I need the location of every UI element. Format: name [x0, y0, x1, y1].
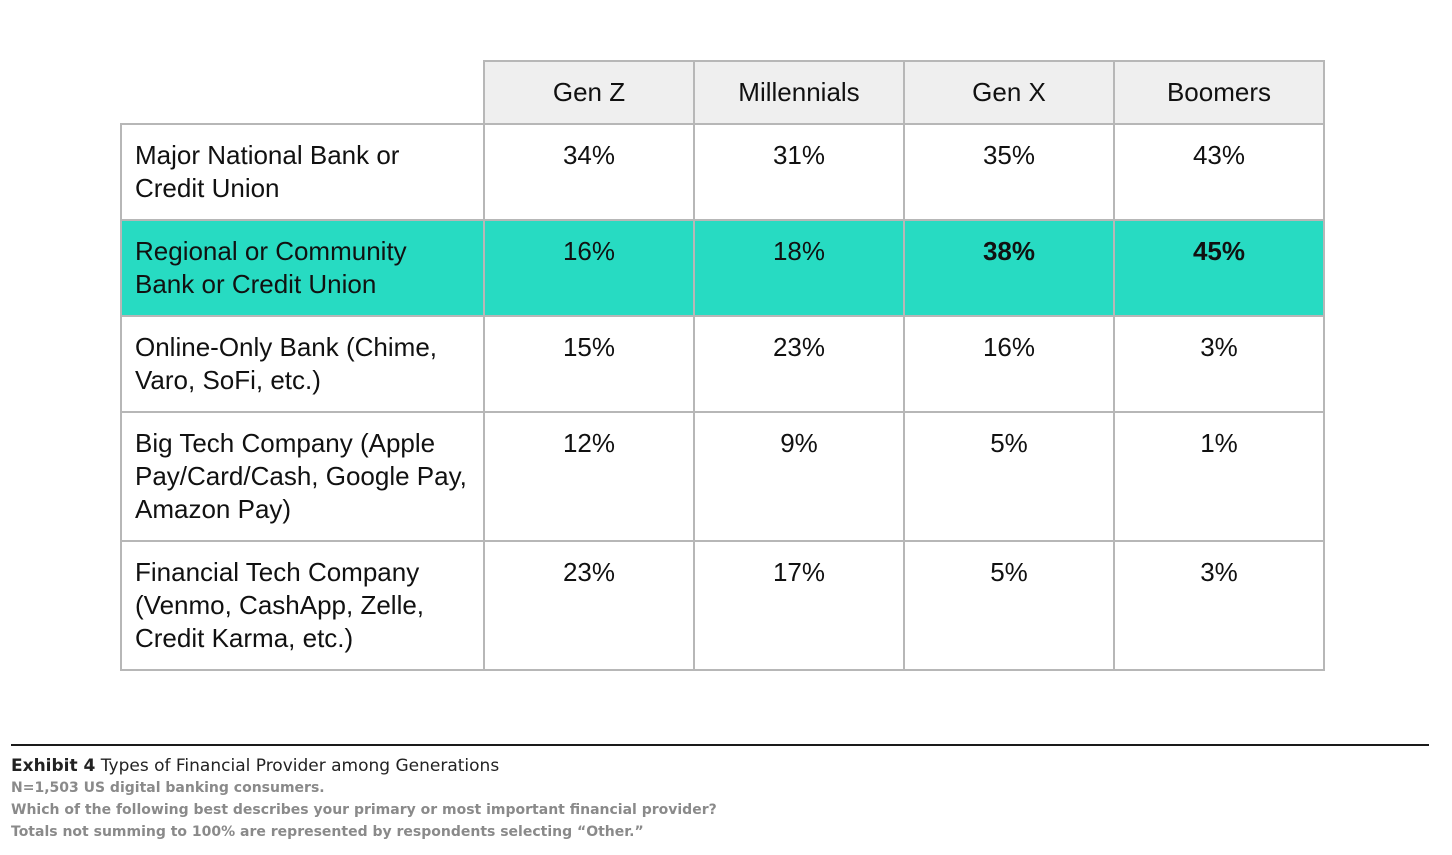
row-label: Online-Only Bank (Chime, Varo, SoFi, etc…: [120, 315, 485, 413]
caption-note-totals: Totals not summing to 100% are represent…: [11, 824, 644, 840]
header-row: Gen Z Millennials Gen X Boomers: [121, 60, 1325, 125]
column-header: Millennials: [693, 60, 905, 125]
row-label: Big Tech Company (Apple Pay/Card/Cash, G…: [120, 411, 485, 542]
row-label: Major National Bank or Credit Union: [120, 123, 485, 221]
caption-note-sample: N=1,503 US digital banking consumers.: [11, 780, 325, 796]
exhibit-caption: Exhibit 4 Types of Financial Provider am…: [11, 744, 1429, 843]
provider-table-container: Gen Z Millennials Gen X Boomers Major Na…: [120, 60, 1325, 671]
table-cell: 16%: [903, 315, 1115, 413]
table-cell: 43%: [1113, 123, 1325, 221]
table-row: Financial Tech Company (Venmo, CashApp, …: [120, 540, 1325, 671]
column-header: Gen Z: [483, 60, 695, 125]
table-cell: 38%: [903, 219, 1115, 317]
table-cell: 12%: [483, 411, 695, 542]
row-label: Financial Tech Company (Venmo, CashApp, …: [120, 540, 485, 671]
table-row: Big Tech Company (Apple Pay/Card/Cash, G…: [120, 411, 1325, 542]
provider-table: Gen Z Millennials Gen X Boomers Major Na…: [120, 60, 1325, 671]
row-label: Regional or Community Bank or Credit Uni…: [120, 219, 485, 317]
caption-title-line: Exhibit 4 Types of Financial Provider am…: [11, 755, 1429, 777]
table-cell: 3%: [1113, 540, 1325, 671]
table-cell: 5%: [903, 411, 1115, 542]
table-cell: 3%: [1113, 315, 1325, 413]
exhibit-number: Exhibit 4: [11, 756, 96, 776]
column-header: Boomers: [1113, 60, 1325, 125]
table-cell: 16%: [483, 219, 695, 317]
table-cell: 23%: [483, 540, 695, 671]
table-cell: 34%: [483, 123, 695, 221]
table-row: Regional or Community Bank or Credit Uni…: [120, 219, 1325, 317]
table-cell: 17%: [693, 540, 905, 671]
table-cell: 1%: [1113, 411, 1325, 542]
table-cell: 23%: [693, 315, 905, 413]
caption-note-question: Which of the following best describes yo…: [11, 802, 717, 818]
table-row: Online-Only Bank (Chime, Varo, SoFi, etc…: [120, 315, 1325, 413]
table-cell: 45%: [1113, 219, 1325, 317]
table-row: Major National Bank or Credit Union 34% …: [120, 123, 1325, 221]
table-cell: 31%: [693, 123, 905, 221]
column-header: Gen X: [903, 60, 1115, 125]
table-cell: 5%: [903, 540, 1115, 671]
exhibit-title: Types of Financial Provider among Genera…: [100, 756, 500, 776]
table-corner: [121, 61, 485, 125]
table-cell: 18%: [693, 219, 905, 317]
table-cell: 15%: [483, 315, 695, 413]
table-cell: 35%: [903, 123, 1115, 221]
table-cell: 9%: [693, 411, 905, 542]
